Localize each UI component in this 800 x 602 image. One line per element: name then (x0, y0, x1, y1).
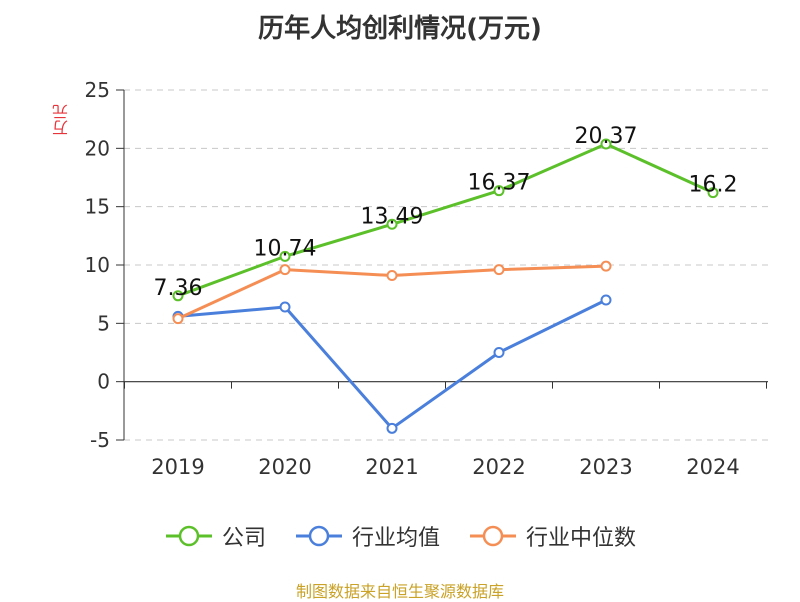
data-label: 10.74 (254, 236, 317, 261)
data-label: 16.2 (689, 173, 738, 198)
legend-label-industry-median: 行业中位数 (526, 526, 637, 551)
y-tick-label: 15 (85, 195, 110, 219)
y-tick-label: 25 (85, 78, 110, 102)
x-tick-label: 2023 (579, 455, 632, 479)
x-tick-label: 2019 (151, 455, 204, 479)
legend-label-company: 公司 (221, 526, 266, 551)
data-label: 20.37 (575, 124, 638, 149)
series-line (177, 298, 607, 430)
legend-label-industry-average: 行业均值 (351, 526, 440, 551)
legend-item-company[interactable]: 公司 (164, 520, 266, 552)
data-point (279, 250, 291, 262)
data-label: 13.49 (361, 204, 424, 229)
data-point (493, 264, 505, 276)
data-label: 16.37 (468, 171, 531, 196)
y-tick-label: 10 (85, 253, 110, 277)
data-point (386, 218, 398, 230)
data-point (172, 290, 184, 302)
y-tick-label: 20 (85, 136, 110, 160)
y-tick-label: 5 (97, 311, 110, 335)
data-point (279, 264, 291, 276)
x-tick-label: 2022 (472, 455, 525, 479)
data-point (600, 138, 612, 150)
data-label: 7.36 (154, 276, 203, 301)
data-point (493, 347, 505, 358)
legend-swatch-company (165, 525, 212, 547)
data-source-note: 制图数据来自恒生聚源数据库 (295, 582, 504, 601)
chart-title: 历年人均创利情况(万元) (258, 14, 542, 44)
data-point (707, 187, 719, 199)
legend-swatch-industry-median (470, 525, 516, 547)
y-tick-label: -5 (90, 428, 110, 452)
data-point (386, 270, 398, 281)
data-point (279, 301, 291, 313)
x-tick-label: 2020 (258, 455, 311, 479)
data-point (600, 294, 612, 306)
y-tick-label: 0 (97, 370, 110, 394)
legend-item-industry-median[interactable]: 行业中位数 (468, 520, 636, 552)
legend-item-industry-average[interactable]: 行业均值 (294, 520, 440, 552)
x-tick-label: 2021 (365, 455, 418, 479)
data-point (172, 313, 184, 325)
data-point (600, 260, 612, 272)
data-point (386, 422, 398, 434)
series-line (177, 142, 714, 298)
legend-swatch-industry-average (295, 525, 342, 547)
legend: 公司 行业均值 行业中位数 (0, 520, 800, 552)
data-point (493, 185, 505, 197)
x-tick-label: 2024 (686, 455, 739, 479)
